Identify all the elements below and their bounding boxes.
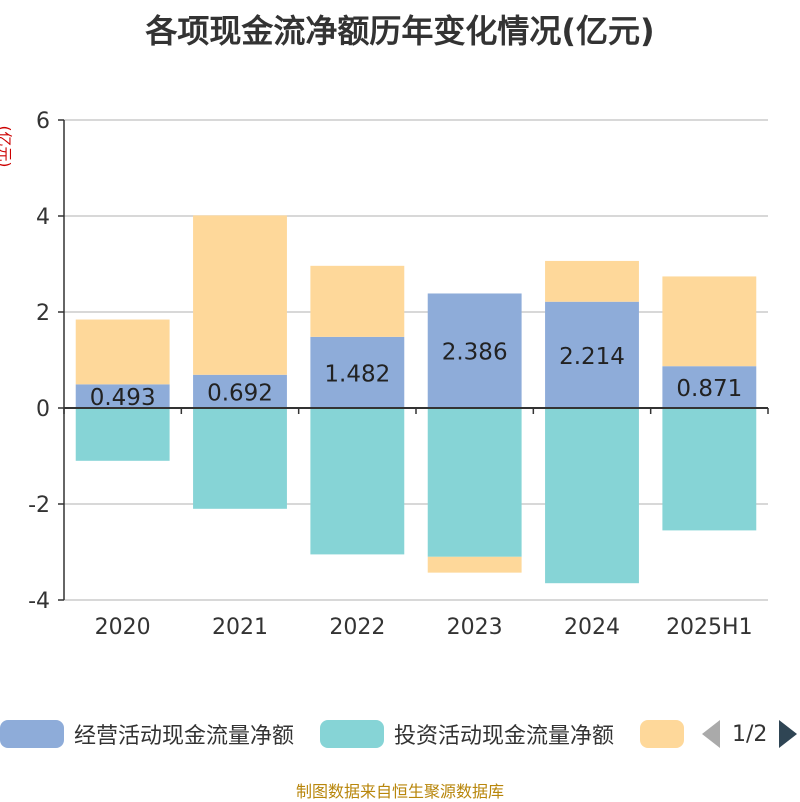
chart-plot: -4 -2 0 2 4 6 0.493 0.692 1.482 2.386 2.214 0.871 20… — [28, 109, 769, 640]
bar-investing-2023 — [427, 408, 522, 557]
y-tick-label: 6 — [36, 109, 50, 134]
legend-label-investing: 投资活动现金流量净额 — [394, 724, 615, 749]
data-label-2025H1: 0.871 — [676, 376, 742, 402]
legend-next-icon[interactable] — [779, 720, 798, 748]
legend-page-indicator: 1/2 — [732, 721, 768, 747]
legend-item-operating[interactable]: 经营活动现金流量净额 — [0, 714, 294, 754]
legend-swatch-financing — [640, 720, 684, 748]
bar-financing-2020 — [75, 319, 170, 385]
data-source-footer: 制图数据来自恒生聚源数据库 — [295, 782, 504, 801]
y-tick-label: 4 — [36, 205, 50, 230]
legend-swatch-operating — [0, 720, 64, 748]
bar-operating-2022 — [310, 336, 405, 408]
y-tick-label: 2 — [36, 301, 50, 326]
legend-label-operating: 经营活动现金流量净额 — [74, 724, 295, 749]
x-tick-label: 2025H1 — [666, 615, 753, 640]
data-label-2021: 0.692 — [207, 380, 273, 406]
chart-title: 各项现金流净额历年变化情况(亿元) — [145, 12, 655, 50]
bar-investing-2024 — [545, 408, 639, 584]
legend-item-investing[interactable]: 投资活动现金流量净额 — [320, 714, 614, 754]
bar-investing-2020 — [75, 408, 170, 461]
x-tick-label: 2024 — [564, 615, 620, 640]
legend-swatch-investing — [320, 720, 384, 748]
bar-investing-2025H1 — [662, 408, 757, 531]
x-tick-label: 2022 — [329, 615, 385, 640]
legend-prev-icon[interactable] — [702, 720, 720, 748]
data-label-2024: 2.214 — [559, 344, 625, 370]
x-tick-label: 2023 — [447, 615, 503, 640]
bar-operating-2023 — [427, 293, 522, 408]
y-tick-label: -4 — [28, 589, 50, 614]
data-label-2022: 1.482 — [324, 361, 390, 387]
data-label-2020: 0.493 — [90, 385, 156, 411]
bar-investing-2022 — [310, 408, 405, 555]
legend-item-financing[interactable] — [640, 714, 684, 754]
bar-investing-2021 — [193, 408, 287, 509]
bar-financing-2024 — [545, 260, 639, 302]
legend-pager: 1/2 — [702, 714, 798, 754]
data-label-2023: 2.386 — [442, 340, 508, 366]
x-tick-label: 2020 — [95, 615, 151, 640]
bar-operating-2020 — [75, 384, 170, 408]
bar-operating-2021 — [193, 374, 287, 408]
bar-financing-2021 — [193, 215, 287, 375]
bar-financing-2025H1 — [662, 276, 757, 367]
legend: 经营活动现金流量净额 投资活动现金流量净额 1/2 — [0, 714, 800, 754]
y-tick-label: 0 — [36, 397, 50, 422]
bar-operating-2025H1 — [662, 366, 757, 408]
bar-operating-2024 — [545, 301, 639, 408]
x-tick-label: 2021 — [212, 615, 268, 640]
y-tick-label: -2 — [28, 493, 50, 518]
bar-financing-2022 — [310, 265, 405, 337]
bar-financing-2023 — [427, 556, 522, 573]
